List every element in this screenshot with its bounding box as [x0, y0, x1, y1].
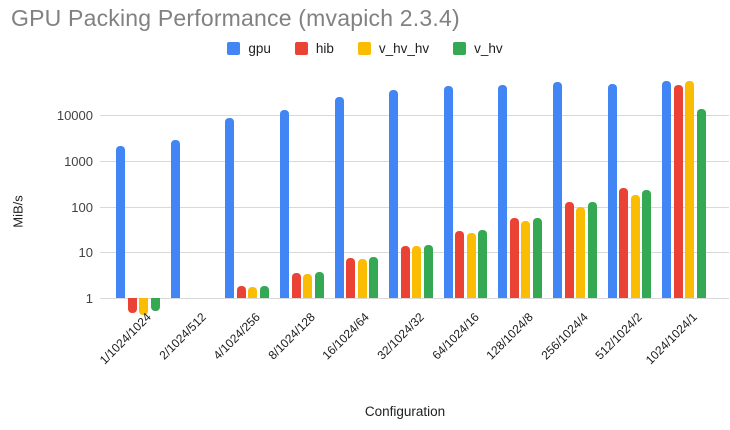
y-tick-label: 100 [71, 199, 93, 215]
bar-hib [455, 231, 465, 298]
bar-v_hv_hv [412, 246, 422, 298]
bar-v_hv_hv [139, 298, 149, 315]
bar-v_hv [478, 230, 488, 298]
y-tick-label: 1000 [64, 153, 93, 169]
legend-item-v_hv: v_hv [453, 41, 503, 56]
bar-v_hv_hv [521, 221, 531, 298]
y-axis-title: MiB/s [10, 195, 26, 228]
gridline [100, 298, 729, 299]
legend-label-gpu: gpu [248, 41, 271, 56]
legend-item-gpu: gpu [227, 41, 271, 56]
legend-item-hib: hib [294, 41, 334, 56]
bar-gpu [607, 84, 617, 298]
bar-hib [564, 202, 574, 298]
chart-title: GPU Packing Performance (mvapich 2.3.4) [11, 5, 460, 31]
y-tick-label: 10 [78, 245, 93, 261]
bar-hib [400, 245, 410, 298]
bar-v_hv [150, 298, 160, 311]
y-tick-label: 10000 [56, 108, 93, 124]
legend-swatch-v_hv [453, 42, 467, 55]
bar-gpu [116, 146, 126, 298]
bar-v_hv [259, 285, 269, 298]
bar-v_hv_hv [576, 206, 586, 298]
bar-gpu [443, 86, 453, 298]
bar-hib [673, 84, 683, 298]
bar-gpu [498, 85, 508, 298]
bar-v_hv [532, 218, 542, 298]
x-axis-title: Configuration [364, 404, 446, 419]
bar-v_hv_hv [685, 81, 695, 298]
legend-label-v_hv_hv: v_hv_hv [378, 41, 430, 56]
gridline [100, 160, 729, 162]
bar-v_hv_hv [357, 258, 367, 298]
bar-v_hv [642, 190, 652, 298]
bar-hib [236, 286, 246, 298]
bar-gpu [170, 140, 180, 298]
bar-v_hv [696, 109, 706, 298]
bar-gpu [553, 82, 563, 298]
bar-gpu [334, 97, 344, 298]
legend-item-v_hv_hv: v_hv_hv [357, 41, 430, 56]
gridline [100, 115, 729, 117]
bar-gpu [389, 90, 399, 298]
y-tick-label: 1 [85, 291, 93, 306]
bar-hib [127, 298, 137, 313]
legend-swatch-hib [294, 42, 308, 55]
bar-hib [291, 273, 301, 298]
bar-hib [509, 218, 519, 298]
bar-gpu [662, 81, 672, 298]
bar-v_hv [587, 202, 597, 298]
bar-v_hv_hv [630, 195, 640, 298]
bar-v_hv [369, 257, 379, 298]
bar-hib [346, 258, 356, 298]
bar-v_hv_hv [303, 273, 313, 298]
bar-gpu [280, 109, 290, 298]
legend-swatch-v_hv_hv [357, 42, 371, 55]
bar-v_hv [314, 272, 324, 298]
legend-label-v_hv: v_hv [474, 41, 503, 56]
gridline [100, 206, 729, 208]
bar-v_hv_hv [248, 286, 258, 298]
legend-label-hib: hib [315, 41, 334, 56]
bar-hib [619, 188, 629, 298]
bar-v_hv [423, 244, 433, 298]
bar-v_hv_hv [466, 232, 476, 298]
legend-swatch-gpu [227, 42, 241, 55]
bar-gpu [225, 118, 235, 298]
legend: gpu hib v_hv_hv v_hv [0, 41, 730, 56]
